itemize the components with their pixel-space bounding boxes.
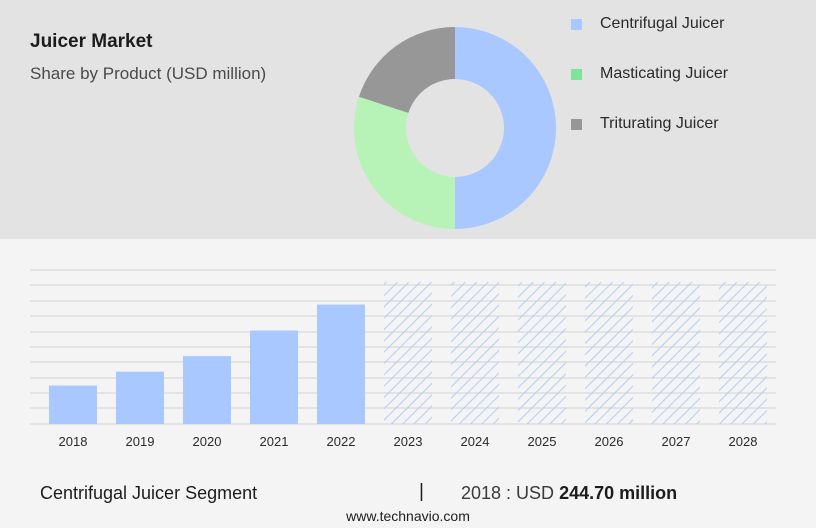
- legend-label-masticating: Masticating Juicer: [600, 65, 729, 82]
- footer-divider: |: [419, 481, 424, 502]
- x-tick-2021: 2021: [260, 434, 289, 449]
- donut-slice-masticating: [353, 96, 455, 230]
- donut-slice-triturating: [358, 27, 455, 113]
- x-tick-2027: 2027: [662, 434, 691, 449]
- legend-swatch-centrifugal: [571, 19, 582, 30]
- legend-swatch-masticating: [571, 69, 582, 80]
- x-tick-2023: 2023: [394, 434, 423, 449]
- x-tick-2025: 2025: [528, 434, 557, 449]
- chart-title: Juicer Market: [30, 31, 153, 52]
- legend-swatch-triturating: [571, 119, 582, 130]
- forecast-bar-2028: [719, 282, 767, 424]
- bar-2020: [183, 356, 231, 424]
- forecast-bar-2027: [652, 282, 700, 424]
- footer-year-label: 2018 : USD: [461, 483, 555, 503]
- legend-label-centrifugal: Centrifugal Juicer: [600, 15, 725, 32]
- footer-value-amount: 244.70 million: [559, 483, 678, 503]
- bar-2019: [116, 371, 164, 424]
- x-tick-2020: 2020: [193, 434, 222, 449]
- forecast-bar-2025: [518, 282, 566, 424]
- donut-slice-centrifugal: [455, 27, 556, 229]
- x-tick-2026: 2026: [595, 434, 624, 449]
- forecast-bar-2026: [585, 282, 633, 424]
- x-tick-2018: 2018: [59, 434, 88, 449]
- x-tick-2024: 2024: [461, 434, 490, 449]
- forecast-bar-2023: [384, 282, 432, 424]
- x-tick-2022: 2022: [327, 434, 356, 449]
- footer-source: www.technavio.com: [346, 508, 470, 524]
- x-tick-2028: 2028: [729, 434, 758, 449]
- footer-value: 2018 : USD 244.70 million: [461, 483, 677, 504]
- x-tick-2019: 2019: [126, 434, 155, 449]
- chart-subtitle: Share by Product (USD million): [30, 64, 267, 83]
- bar-2022: [317, 304, 365, 424]
- footer-segment-label: Centrifugal Juicer Segment: [40, 483, 258, 503]
- forecast-bar-2024: [451, 282, 499, 424]
- bar-2021: [250, 330, 298, 424]
- bar-2018: [49, 385, 97, 424]
- donut-chart: [353, 27, 556, 230]
- legend-label-triturating: Triturating Juicer: [600, 115, 719, 132]
